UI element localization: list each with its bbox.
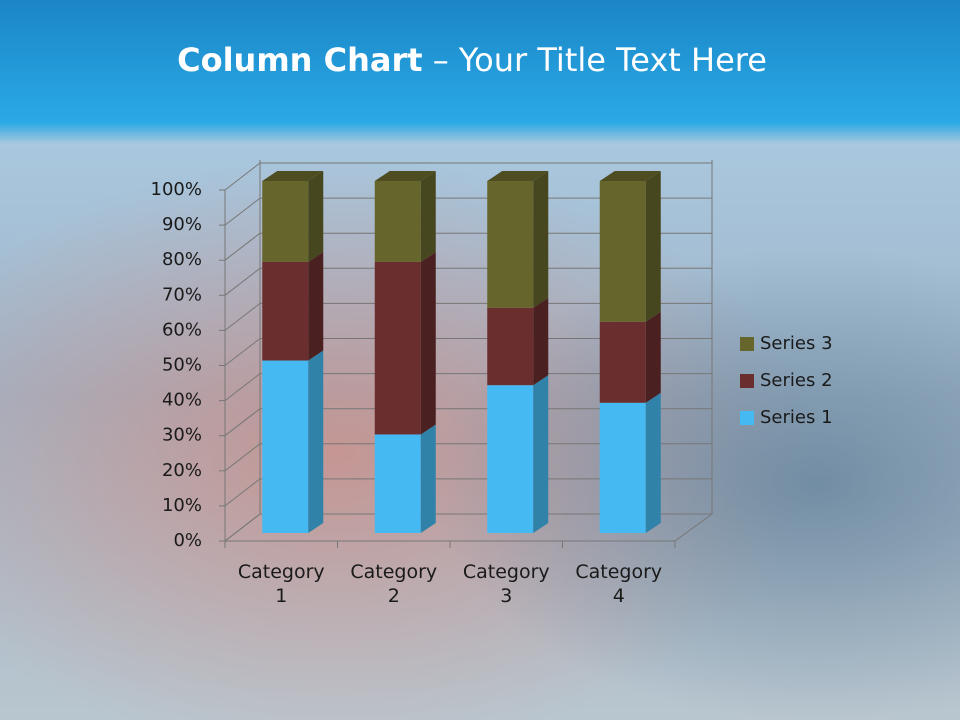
y-tick-label: 80% [162, 249, 202, 270]
legend-swatch [740, 374, 754, 388]
y-tick-label: 0% [173, 530, 202, 551]
title-rest: – Your Title Text Here [433, 41, 767, 79]
grid-line [224, 373, 261, 401]
legend-label: Series 1 [760, 407, 833, 428]
grid-line [224, 303, 261, 331]
y-tick-label: 100% [151, 179, 202, 200]
legend-swatch [740, 337, 754, 351]
grid-line [224, 478, 261, 507]
grid-line [224, 197, 261, 226]
bar-side [308, 350, 324, 533]
y-tick-label: 30% [162, 425, 202, 446]
bar [374, 261, 421, 435]
x-tick-label: Category 2 [350, 561, 438, 607]
y-tick-label: 50% [162, 355, 202, 376]
bar [599, 321, 646, 403]
y-tick-label: 90% [162, 214, 202, 235]
grid-line [224, 443, 261, 472]
x-tick-label: Category 1 [237, 561, 325, 607]
grid-line [224, 232, 261, 261]
bar [374, 434, 421, 533]
bar-side [533, 297, 549, 386]
y-tick-label: 10% [162, 495, 202, 516]
y-tick-label: 70% [162, 284, 202, 305]
chart-title: Column Chart – Your Title Text Here [177, 41, 767, 79]
bar-top [262, 171, 324, 181]
legend-swatch [740, 411, 754, 425]
bar-side [645, 311, 661, 403]
y-tick-label: 40% [162, 390, 202, 411]
legend-label: Series 3 [760, 333, 833, 354]
bar-side [420, 424, 436, 533]
grid-line [224, 338, 261, 366]
y-tick-label: 20% [162, 460, 202, 481]
bar-side [533, 171, 549, 308]
legend-label: Series 2 [760, 370, 833, 391]
bar-side [308, 251, 324, 361]
y-tick-label: 60% [162, 319, 202, 340]
grid-line [224, 267, 261, 296]
bar-side [645, 171, 661, 322]
bar-side [308, 171, 324, 262]
bar [487, 307, 534, 386]
bar [487, 181, 534, 308]
x-tick-label: Category 3 [462, 561, 550, 607]
bar-side [420, 251, 436, 435]
background-reef [0, 130, 960, 720]
grid-line [224, 162, 261, 191]
bar-top [487, 171, 549, 181]
grid-line [224, 513, 261, 542]
bar [262, 181, 309, 262]
bar [262, 261, 309, 361]
bar [487, 385, 534, 533]
bar [262, 360, 309, 533]
bar-side [645, 392, 661, 533]
bar [374, 181, 421, 262]
bar-top [374, 171, 436, 181]
bar [599, 402, 646, 533]
bar-side [420, 171, 436, 262]
bar-top [599, 171, 661, 181]
bar [599, 181, 646, 322]
x-tick-label: Category 4 [575, 561, 663, 607]
bar-side [533, 375, 549, 533]
title-bold: Column Chart [177, 41, 422, 79]
grid-line [224, 408, 261, 437]
